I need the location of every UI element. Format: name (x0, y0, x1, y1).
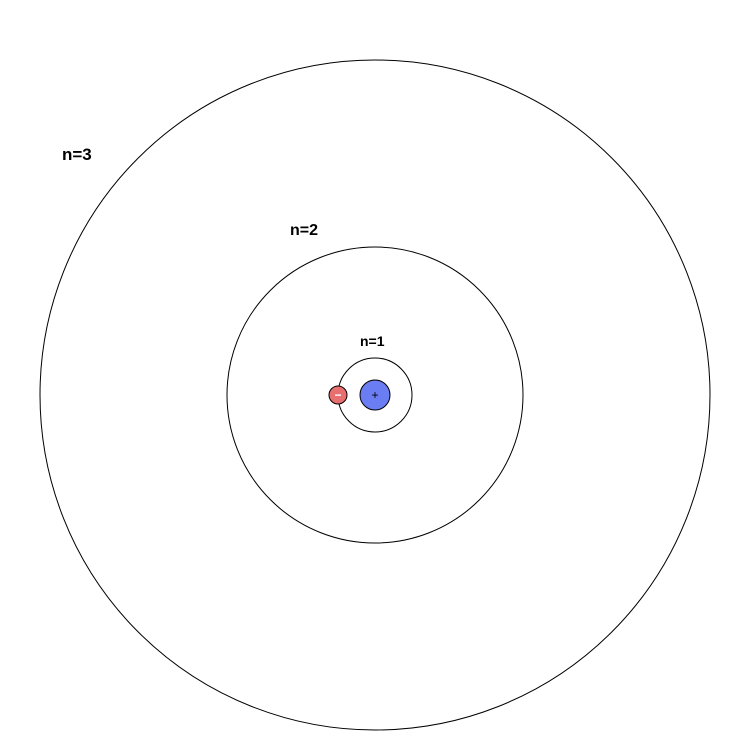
label-n3: n=3 (62, 145, 92, 164)
nucleus-symbol: + (371, 388, 378, 402)
label-n2: n=2 (290, 222, 318, 239)
label-n1: n=1 (360, 333, 385, 349)
electron-symbol: − (334, 388, 341, 402)
bohr-diagram: + − n=1 n=2 n=3 (0, 0, 738, 737)
